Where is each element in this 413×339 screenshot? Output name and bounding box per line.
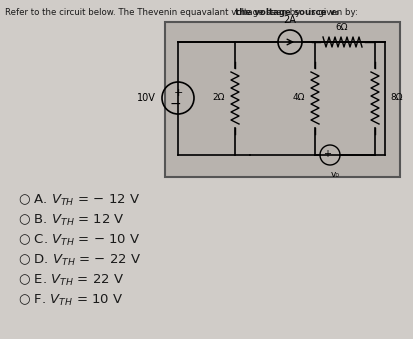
Text: $\bigcirc$ E. $V_{TH}$ = 22 V: $\bigcirc$ E. $V_{TH}$ = 22 V [18,273,124,287]
Text: Refer to the circuit below. The Thevenin equavalant voltage seen by: Refer to the circuit below. The Thevenin… [5,8,303,17]
Text: 4Ω: 4Ω [293,94,305,102]
Text: +: + [323,149,331,159]
Text: 2A: 2A [284,15,297,25]
Text: 8Ω: 8Ω [390,94,403,102]
Text: $\bigcirc$ D. $V_{TH}$ = $-$ 22 V: $\bigcirc$ D. $V_{TH}$ = $-$ 22 V [18,253,141,267]
Text: v₀: v₀ [330,170,339,179]
Text: +: + [173,88,183,98]
Text: 2Ω: 2Ω [213,94,225,102]
Text: 6Ω: 6Ω [336,23,348,32]
Text: −: − [169,97,181,111]
Text: 10V: 10V [137,93,156,103]
Text: $\bigcirc$ B. $V_{TH}$ = 12 V: $\bigcirc$ B. $V_{TH}$ = 12 V [18,213,125,227]
Text: the voltage source v₀: the voltage source v₀ [235,8,339,17]
Bar [165,22,400,177]
Text: $\bigcirc$ F. $V_{TH}$ = 10 V: $\bigcirc$ F. $V_{TH}$ = 10 V [18,293,123,307]
Text: is given by:: is given by: [306,8,358,17]
Text: $\bigcirc$ C. $V_{TH}$ = $-$ 10 V: $\bigcirc$ C. $V_{TH}$ = $-$ 10 V [18,233,140,247]
Text: $\bigcirc$ A. $V_{TH}$ = $-$ 12 V: $\bigcirc$ A. $V_{TH}$ = $-$ 12 V [18,193,140,207]
